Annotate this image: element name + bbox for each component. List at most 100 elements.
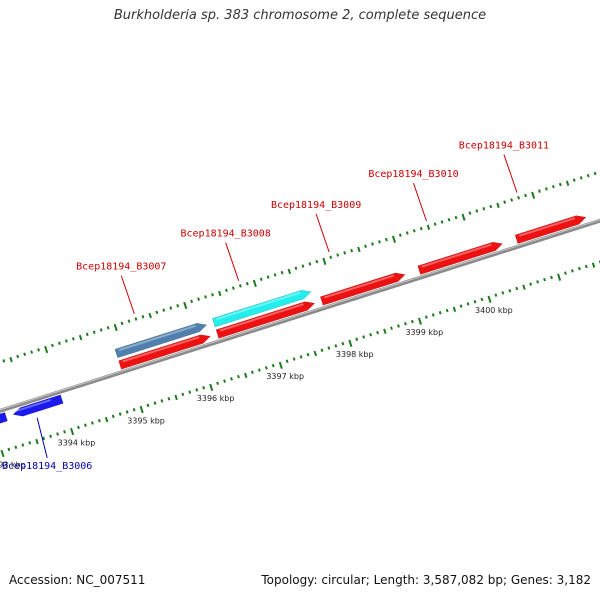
tick-mark [445, 308, 449, 313]
tick-marks [0, 171, 600, 458]
tick-mark [84, 423, 87, 427]
tick-mark [63, 430, 66, 434]
tick-mark [412, 229, 416, 233]
tick-mark [273, 273, 277, 277]
tick-mark [244, 372, 248, 379]
gene-label: Bcep18194_B3011 [459, 140, 549, 151]
tick-mark [308, 262, 312, 266]
tick-mark [56, 432, 59, 436]
tick-mark [447, 218, 451, 222]
tick-mark [113, 323, 118, 332]
tick-mark [287, 268, 292, 275]
tick-mark [301, 264, 305, 268]
tick-mark [593, 171, 597, 176]
tick-mark [85, 332, 89, 337]
tick-mark [545, 187, 548, 191]
gene-arrow [319, 272, 406, 306]
tick-mark [230, 377, 233, 381]
tick-mark [410, 319, 414, 324]
tick-mark [35, 438, 39, 445]
tick-mark [510, 198, 514, 202]
tick-mark [71, 337, 75, 341]
tick-mark [250, 370, 254, 375]
tick-mark [37, 348, 40, 352]
tick-mark [238, 284, 242, 288]
tick-mark [536, 280, 540, 284]
tick-mark [508, 288, 512, 293]
tick-mark [424, 315, 428, 319]
gene-arrow [211, 289, 312, 328]
gene-highlight [324, 274, 395, 299]
gene-arrow [215, 301, 316, 339]
gene-arrow [114, 322, 208, 359]
tick-mark [398, 233, 402, 237]
tick-mark [49, 434, 53, 438]
tick-mark [496, 202, 500, 208]
tick-mark [90, 421, 94, 425]
tick-label: 3393 kbp [0, 460, 26, 469]
gene-label: Bcep18194_B3009 [271, 200, 361, 211]
tick-mark [315, 259, 319, 264]
tick-mark [204, 295, 207, 299]
tick-mark [362, 335, 366, 339]
tick-mark [369, 333, 373, 337]
tick-mark [570, 269, 574, 273]
tick-mark [202, 385, 206, 390]
tick-mark [391, 235, 396, 243]
gene-highlight [122, 336, 200, 363]
tick-mark [70, 427, 75, 436]
tick-mark [99, 328, 103, 332]
tick-mark [0, 449, 5, 458]
tick-mark [438, 311, 442, 315]
tick-mark [294, 266, 298, 271]
tick-mark [320, 348, 324, 352]
gene-highlight [15, 399, 51, 413]
gene-label: Bcep18194_B3006 [2, 461, 92, 472]
tick-mark [341, 341, 345, 346]
tick-mark [169, 306, 173, 310]
gene-arrow [0, 412, 8, 424]
tick-mark [183, 301, 188, 310]
tick-mark [245, 281, 249, 286]
tick-mark [141, 315, 145, 319]
tick-mark [252, 279, 257, 288]
tick-mark [417, 317, 422, 325]
tick-mark [231, 286, 235, 290]
tick-mark [30, 350, 34, 354]
tick-mark [558, 182, 562, 187]
tick-mark [454, 215, 458, 220]
tick-mark [383, 328, 387, 335]
tick-mark [223, 379, 226, 383]
tick-mark [431, 313, 435, 317]
tick-mark [327, 346, 331, 350]
tick-mark [371, 242, 374, 246]
tick-mark [468, 211, 472, 215]
tick-mark [440, 220, 444, 224]
tick-mark [111, 414, 115, 419]
tick-mark [237, 374, 240, 379]
tick-mark [155, 310, 159, 315]
tick-label: 3395 kbp [127, 416, 165, 425]
tick-mark [42, 436, 46, 441]
backbone-line [0, 218, 600, 413]
tick-mark [146, 403, 150, 408]
tick-mark [190, 299, 194, 304]
gene-label: Bcep18194_B3007 [76, 262, 166, 273]
tick-mark [501, 291, 505, 295]
tick-mark [452, 306, 457, 312]
tick-mark [355, 337, 359, 341]
accession-text: Accession: NC_007511 [9, 573, 146, 587]
tick-mark [404, 322, 407, 326]
tick-mark [482, 207, 486, 211]
tick-mark [433, 222, 437, 226]
tick-mark [224, 288, 228, 293]
tick-mark [522, 284, 526, 290]
tick-mark [357, 246, 361, 253]
tick-mark [174, 394, 178, 401]
gene-highlight [219, 303, 304, 332]
tick-mark [16, 354, 20, 359]
tick-mark [551, 184, 555, 189]
tick-mark [28, 441, 32, 445]
tick-mark [494, 293, 498, 297]
gene-label-leader [36, 417, 48, 459]
